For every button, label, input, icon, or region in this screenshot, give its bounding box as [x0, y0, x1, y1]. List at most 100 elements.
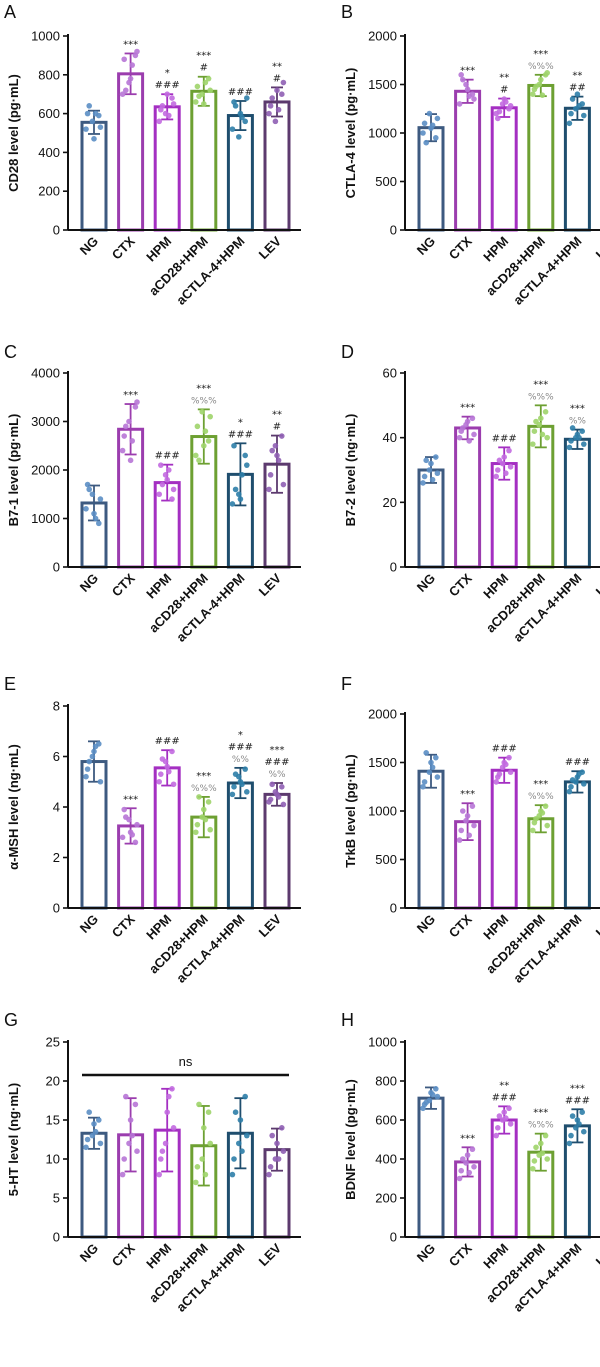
y-tick-label: 2000 [368, 707, 397, 722]
significance-label: # [200, 63, 208, 74]
significance-label: ** [499, 1080, 509, 1091]
bar [117, 72, 145, 232]
data-point [86, 758, 92, 765]
data-point [280, 1148, 287, 1154]
data-point [267, 103, 274, 109]
data-point [196, 93, 202, 99]
data-point [169, 95, 175, 101]
significance-label: ** [272, 410, 282, 421]
data-point [569, 777, 576, 783]
category-label: HPM [480, 571, 511, 602]
data-point [267, 796, 274, 803]
data-point [530, 827, 536, 834]
significance-label: ### [492, 433, 517, 444]
data-point [244, 789, 250, 795]
y-tick-label: 0 [390, 1230, 397, 1245]
data-point [456, 101, 463, 107]
data-point [232, 1109, 239, 1115]
category-label: aCTLA-4+HPM [173, 912, 247, 986]
data-point [471, 96, 477, 102]
significance-label: *** [460, 66, 475, 77]
y-tick-label: 6 [53, 749, 60, 764]
data-point [421, 120, 428, 127]
data-point [530, 441, 536, 447]
data-point [92, 1128, 99, 1135]
data-point [202, 79, 209, 86]
significance-label: %%% [191, 396, 217, 406]
data-point [496, 771, 503, 777]
data-point [568, 438, 574, 444]
data-point [239, 472, 245, 478]
data-point [134, 821, 140, 828]
data-point [159, 1148, 166, 1154]
y-tick-label: 20 [46, 1074, 60, 1089]
category-label: aCTLA-4+HPM [510, 571, 584, 645]
data-point [433, 135, 439, 141]
data-point [91, 510, 97, 517]
bar [490, 106, 518, 232]
data-point [201, 1125, 207, 1131]
data-point [134, 48, 140, 55]
data-point [544, 70, 550, 76]
data-point [244, 462, 250, 468]
data-point [503, 99, 509, 105]
data-point [266, 1171, 272, 1178]
data-point [506, 447, 512, 454]
category-label: LEV [256, 570, 285, 599]
significance-label: ### [565, 757, 590, 768]
data-point [434, 470, 441, 477]
category-label: HPM [143, 234, 174, 265]
data-point [164, 91, 170, 97]
significance-label: # [500, 85, 508, 96]
data-point [279, 1125, 285, 1131]
data-point [121, 433, 127, 439]
significance-label: %%% [528, 1121, 554, 1131]
data-point [92, 515, 99, 522]
data-point [566, 444, 573, 451]
y-tick-label: 1000 [31, 29, 60, 44]
data-point [156, 778, 162, 785]
data-point [579, 428, 585, 435]
data-point [503, 761, 509, 768]
y-axis-label: CD28 level (pg·mL) [6, 74, 21, 192]
category-label: HPM [480, 1241, 511, 1272]
data-point [91, 136, 97, 142]
category-label: NG [414, 234, 438, 258]
y-tick-label: 0 [53, 901, 60, 916]
data-point [193, 1179, 199, 1186]
data-point [237, 496, 244, 502]
data-point [86, 486, 92, 493]
data-point [544, 434, 550, 441]
category-label: CTX [109, 570, 138, 599]
significance-label: ### [155, 80, 180, 91]
bar [563, 106, 591, 232]
y-tick-label: 0 [390, 223, 397, 238]
data-point [429, 476, 436, 483]
data-point [428, 759, 434, 766]
significance-label: %% [268, 770, 286, 780]
data-point [279, 784, 285, 790]
data-point [89, 1132, 96, 1139]
data-point [242, 766, 248, 772]
significance-label: * [238, 417, 243, 428]
data-point [434, 115, 441, 122]
y-tick-label: 1500 [368, 755, 397, 770]
y-axis-label: CTLA-4 level (pg·mL) [343, 68, 358, 199]
bar [153, 105, 181, 232]
y-axis-label: α-MSH level (ng·mL) [6, 744, 21, 870]
data-point [170, 1125, 177, 1131]
significance-label: # [273, 422, 281, 433]
data-point [119, 1171, 126, 1178]
significance-label: %% [569, 417, 587, 427]
data-point [542, 1132, 549, 1139]
significance-label: ** [272, 61, 282, 72]
data-point [463, 1160, 469, 1166]
significance-label: * [238, 730, 243, 741]
data-point [493, 473, 500, 480]
significance-label: ### [228, 429, 253, 440]
category-label: HPM [480, 912, 511, 943]
data-point [231, 442, 237, 449]
bar [490, 768, 518, 910]
data-point [92, 110, 99, 117]
panel-letter: G [4, 1010, 18, 1030]
